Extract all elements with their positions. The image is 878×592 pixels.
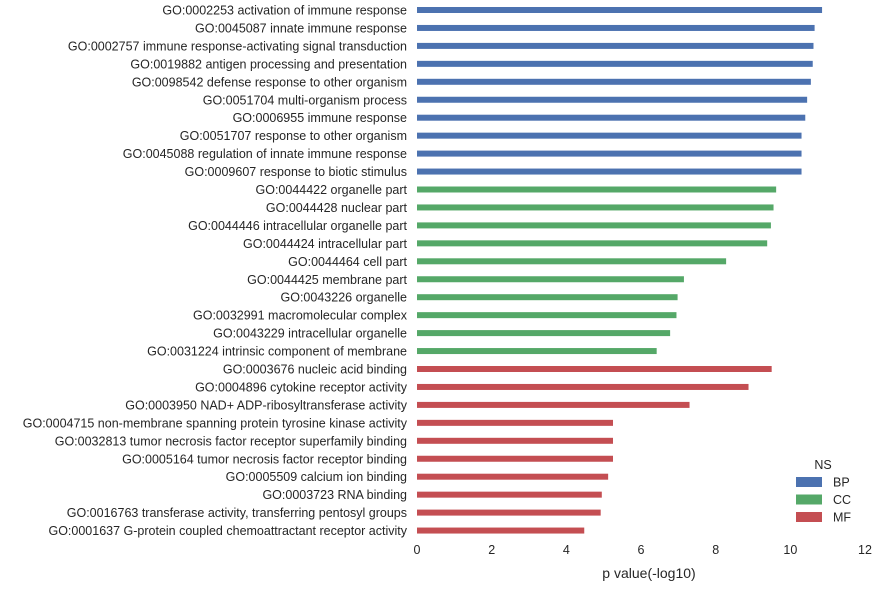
category-label: GO:0005509 calcium ion binding xyxy=(226,470,407,484)
x-tick-label: 0 xyxy=(414,543,421,557)
category-label: GO:0044422 organelle part xyxy=(256,183,408,197)
x-axis-label: p value(-log10) xyxy=(602,565,695,581)
bar-bp xyxy=(417,24,815,31)
x-tick-label: 10 xyxy=(783,543,797,557)
legend-label: CC xyxy=(833,493,851,507)
category-label: GO:0044428 nuclear part xyxy=(266,201,408,215)
category-label: GO:0031224 intrinsic component of membra… xyxy=(147,345,407,359)
category-label: GO:0016763 transferase activity, transfe… xyxy=(67,506,407,520)
legend-swatch-cc xyxy=(796,494,822,505)
x-tick-label: 6 xyxy=(638,543,645,557)
bar-cc xyxy=(417,330,671,337)
bar-mf xyxy=(417,366,772,372)
x-tick-label: 8 xyxy=(712,543,719,557)
category-label: GO:0005164 tumor necrosis factor recepto… xyxy=(122,452,407,466)
bar-mf xyxy=(417,437,613,444)
bar-bp xyxy=(417,78,811,85)
bar-cc xyxy=(417,348,657,355)
bar-mf xyxy=(417,419,613,426)
bar-mf xyxy=(417,401,690,408)
category-label: GO:0044464 cell part xyxy=(288,255,407,269)
bar-mf xyxy=(417,509,601,516)
category-label: GO:0045087 innate immune response xyxy=(195,21,407,35)
bar-bp xyxy=(417,114,806,121)
bar-bp xyxy=(417,60,813,67)
category-label: GO:0045088 regulation of innate immune r… xyxy=(123,147,407,161)
bar-bp xyxy=(417,150,802,157)
x-tick-label: 2 xyxy=(488,543,495,557)
category-label: GO:0003676 nucleic acid binding xyxy=(223,363,407,377)
x-tick-label: 12 xyxy=(858,543,872,557)
bar-cc xyxy=(417,312,677,319)
bar-cc xyxy=(417,276,684,283)
category-label: GO:0043229 intracellular organelle xyxy=(213,327,407,341)
bar-cc xyxy=(417,240,768,247)
bar-bp xyxy=(417,42,814,49)
bar-bp xyxy=(417,7,823,13)
bar-mf xyxy=(417,455,613,462)
category-label: GO:0032813 tumor necrosis factor recepto… xyxy=(55,434,407,448)
category-label: GO:0043226 organelle xyxy=(281,291,408,305)
bar-bp xyxy=(417,96,808,103)
category-label: GO:0044446 intracellular organelle part xyxy=(188,219,407,233)
category-label: GO:0004715 non-membrane spanning protein… xyxy=(23,416,408,430)
category-label: GO:0019882 antigen processing and presen… xyxy=(130,57,407,71)
bar-cc xyxy=(417,204,774,211)
category-label: GO:0044424 intracellular part xyxy=(243,237,408,251)
legend-swatch-bp xyxy=(796,477,822,487)
legend-title: NS xyxy=(814,458,831,472)
x-tick-label: 4 xyxy=(563,543,570,557)
bar-mf xyxy=(417,473,609,480)
bar-mf xyxy=(417,383,749,390)
category-label: GO:0051704 multi-organism process xyxy=(203,93,407,107)
bar-mf xyxy=(417,527,585,534)
legend-swatch-mf xyxy=(796,512,822,522)
category-label: GO:0044425 membrane part xyxy=(247,273,407,287)
bar-cc xyxy=(417,186,777,193)
bar-bp xyxy=(417,168,802,175)
bar-bp xyxy=(417,132,802,139)
bar-cc xyxy=(417,258,727,265)
bar-cc xyxy=(417,222,771,229)
bar-mf xyxy=(417,491,602,498)
category-label: GO:0002253 activation of immune response xyxy=(162,4,407,18)
category-label: GO:0002757 immune response-activating si… xyxy=(68,39,407,53)
category-label: GO:0051707 response to other organism xyxy=(180,129,407,143)
category-label: GO:0006955 immune response xyxy=(233,111,407,125)
category-label: GO:0001637 G-protein coupled chemoattrac… xyxy=(48,524,407,538)
category-label: GO:0003723 RNA binding xyxy=(262,488,407,502)
category-label: GO:0032991 macromolecular complex xyxy=(193,309,408,323)
category-label: GO:0009607 response to biotic stimulus xyxy=(185,165,407,179)
category-label: GO:0098542 defense response to other org… xyxy=(132,75,407,89)
bar-cc xyxy=(417,294,678,301)
category-label: GO:0004896 cytokine receptor activity xyxy=(195,380,408,394)
legend-label: MF xyxy=(833,511,851,525)
legend-label: BP xyxy=(833,476,850,490)
category-label: GO:0003950 NAD+ ADP-ribosyltransferase a… xyxy=(125,398,407,412)
